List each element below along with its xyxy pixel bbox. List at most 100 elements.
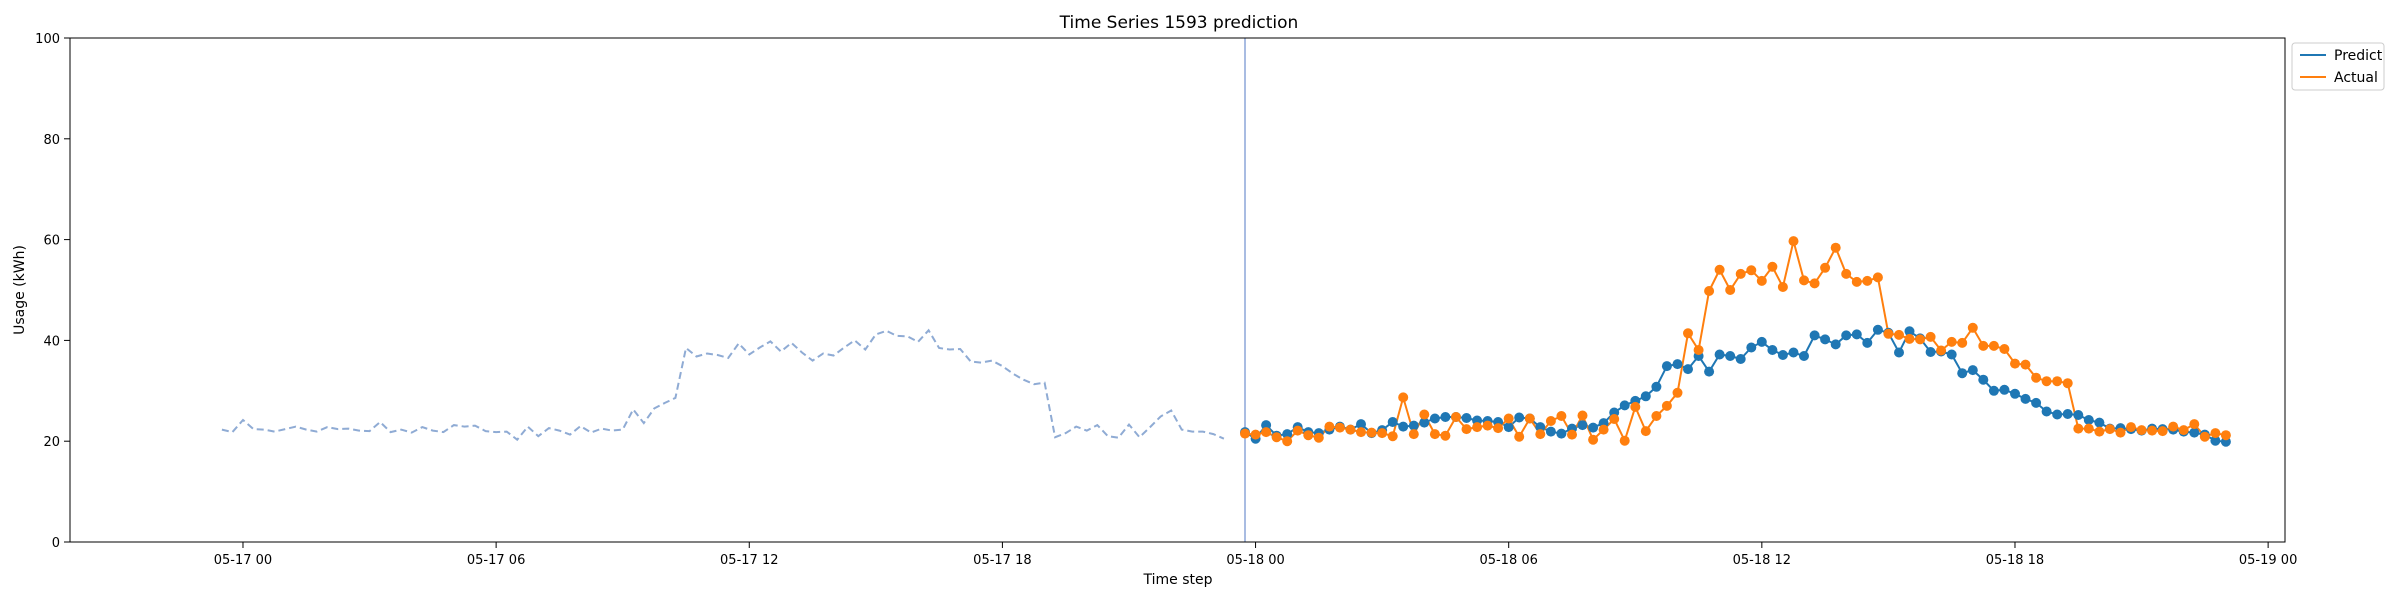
actual-point xyxy=(1735,268,1746,279)
predict-point xyxy=(1894,347,1904,358)
predict-point xyxy=(1619,400,1630,411)
predict-point xyxy=(1556,428,1567,439)
actual-point xyxy=(1883,328,1894,339)
actual-point xyxy=(1313,432,1324,443)
legend: Predict Actual xyxy=(2291,42,2385,91)
chart-title: Time Series 1593 prediction xyxy=(1059,13,1299,33)
actual-point xyxy=(1820,262,1831,273)
actual-point xyxy=(1324,421,1335,432)
actual-point xyxy=(1799,275,1809,286)
actual-point xyxy=(2126,422,2136,433)
predict-point xyxy=(1545,426,1556,437)
predict-point xyxy=(1756,336,1767,347)
actual-point xyxy=(1429,429,1440,440)
actual-point xyxy=(1356,427,1366,438)
actual-point xyxy=(1545,416,1556,426)
plot-area-frame xyxy=(69,37,2286,543)
actual-point xyxy=(2147,425,2158,436)
predict-point xyxy=(1261,420,1272,431)
actual-point xyxy=(2073,423,2084,434)
predict-point xyxy=(1588,422,1599,433)
predict-point xyxy=(1746,342,1757,353)
actual-point xyxy=(1841,268,1852,279)
predict-point xyxy=(1651,381,1662,392)
actual-point xyxy=(1567,429,1577,440)
predict-point xyxy=(1799,351,1809,361)
actual-point xyxy=(1303,430,1314,441)
actual-point xyxy=(1904,333,1915,344)
actual-point xyxy=(2115,427,2126,438)
actual-point xyxy=(1704,286,1715,296)
y-axis-label: Usage (kWh) xyxy=(12,245,28,335)
actual-point xyxy=(1894,329,1904,340)
predict-point xyxy=(1683,364,1693,375)
actual-point xyxy=(2136,425,2147,436)
predict-point xyxy=(1387,417,1398,427)
predict-point xyxy=(1957,368,1968,379)
actual-point xyxy=(1651,411,1662,421)
predict-point xyxy=(2052,409,2063,420)
plot-markers xyxy=(1240,236,2231,447)
actual-point xyxy=(1957,337,1968,348)
actual-point xyxy=(1377,428,1388,439)
actual-point xyxy=(1250,429,1261,440)
predict-point xyxy=(1419,417,1430,428)
predict-point xyxy=(1672,359,1683,370)
actual-point xyxy=(1419,409,1430,420)
predict-point xyxy=(1872,324,1883,335)
x-tick-label: 05-18 12 xyxy=(1733,553,1791,568)
x-axis: 05-17 00 05-17 06 05-17 12 05-17 18 05-18 00… xyxy=(214,542,2297,568)
actual-point xyxy=(2104,424,2115,435)
predict-point xyxy=(2094,417,2105,428)
x-tick-label: 05-17 12 xyxy=(720,553,778,568)
plot-lines xyxy=(221,38,2227,542)
predict-point xyxy=(1862,337,1873,348)
actual-point xyxy=(1630,401,1641,412)
actual-point xyxy=(1619,435,1630,446)
actual-point xyxy=(1609,414,1620,424)
predict-point xyxy=(1999,384,2010,395)
predict-point xyxy=(2210,435,2221,446)
predict-line xyxy=(1244,328,2226,443)
predict-point xyxy=(1514,412,1525,423)
actual-point xyxy=(1387,431,1398,442)
predict-point xyxy=(1788,347,1799,358)
predict-point xyxy=(1714,349,1725,360)
actual-point xyxy=(1472,422,1483,433)
x-axis-label: Time step xyxy=(1143,572,1213,588)
actual-point xyxy=(1408,429,1419,440)
predict-point xyxy=(1661,361,1672,372)
actual-point xyxy=(1461,424,1472,435)
actual-point xyxy=(1282,436,1293,447)
actual-point xyxy=(1946,336,1957,347)
predict-point xyxy=(1408,420,1419,431)
y-tick-label: 60 xyxy=(43,234,60,249)
actual-point xyxy=(1398,392,1409,403)
actual-point xyxy=(1851,276,1862,287)
predict-point xyxy=(1809,330,1820,341)
predict-point xyxy=(1841,330,1852,341)
predict-point xyxy=(1925,347,1936,357)
predict-point xyxy=(2062,409,2073,419)
actual-point xyxy=(2041,376,2052,387)
actual-point xyxy=(2052,376,2063,387)
predict-point xyxy=(1282,429,1293,440)
actual-point xyxy=(1334,422,1345,433)
actual-point xyxy=(1440,430,1451,441)
predict-point xyxy=(1735,354,1746,364)
predict-point xyxy=(1967,365,1978,376)
predict-point xyxy=(2041,406,2052,417)
actual-point xyxy=(1482,420,1493,431)
y-tick-label: 40 xyxy=(43,334,60,349)
predict-point xyxy=(2020,393,2031,404)
actual-point xyxy=(2020,359,2031,370)
predict-point xyxy=(1820,334,1831,345)
predict-point xyxy=(1904,326,1915,337)
actual-point xyxy=(1345,424,1356,435)
y-axis: 0 20 40 60 80 100 xyxy=(35,32,70,551)
x-tick-label: 05-17 06 xyxy=(467,553,525,568)
actual-point xyxy=(1830,242,1841,253)
predict-point xyxy=(1356,419,1366,430)
predict-point xyxy=(1978,374,1989,385)
